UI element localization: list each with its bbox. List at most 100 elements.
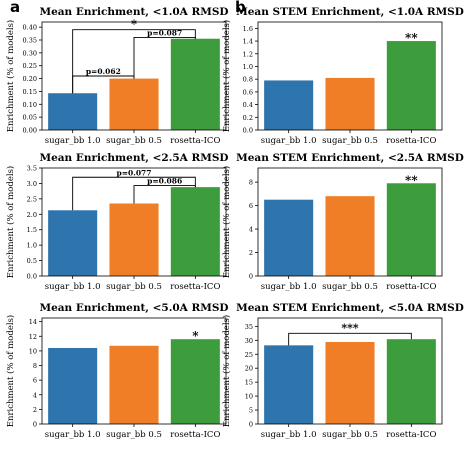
chart-2-ytick-label-4: 0.6: [243, 88, 253, 96]
chart-3-xtick-label-3: rosetta-ICO: [170, 282, 220, 292]
chart-5-ytick-label-8: 14: [29, 318, 37, 326]
chart-2-ytick-label-9: 1.6: [243, 25, 253, 33]
chart-1-xtick-label-1: sugar_bb 1.0: [45, 136, 101, 146]
chart-6-ytick-label-2: 5: [249, 407, 253, 415]
chart-4-ytick-label-2: 2: [249, 249, 253, 257]
chart-1-ytick-label-6: 0.25: [23, 62, 37, 70]
chart-3-xtick-label-1: sugar_bb 1.0: [45, 282, 101, 292]
chart-4-bar-2: [325, 196, 375, 276]
chart-1-ytick-label-4: 0.15: [23, 88, 37, 96]
chart-4-significance-label: **: [405, 173, 418, 187]
chart-4-ytick-label-3: 4: [249, 226, 253, 234]
chart-6-bracket-1: [288, 332, 412, 346]
chart-3-ytick-label-1: 0.0: [27, 273, 37, 281]
chart-6-bracket-label-1: ***: [341, 321, 359, 334]
chart-3-ytick-label-7: 3.0: [27, 180, 37, 188]
chart-6-ytick-label-7: 30: [245, 337, 253, 345]
chart-4-ytick-label-4: 6: [249, 202, 253, 210]
chart-2-ytick-label-7: 1.2: [243, 50, 253, 58]
chart-1-xtick-label-3: rosetta-ICO: [170, 136, 220, 146]
chart-6-ytick-label-5: 20: [245, 365, 253, 373]
chart-1-bracket-2: [133, 36, 196, 79]
chart-1-bracket-label-1: *: [131, 18, 137, 31]
chart-6-ylabel: Enrichment (% of models): [221, 315, 232, 427]
chart-4-xtick-label-3: rosetta-ICO: [386, 282, 436, 292]
chart-4-ylabel: Enrichment (% of models): [221, 166, 232, 278]
chart-1-bracket-3: [72, 75, 135, 94]
chart-6-bar-2: [325, 341, 375, 424]
chart-1-ytick-label-2: 0.05: [23, 114, 37, 122]
chart-5-xtick-label-1: sugar_bb 1.0: [45, 430, 101, 440]
chart-6-bar-1: [264, 345, 314, 424]
chart-1-ylabel: Enrichment (% of models): [5, 20, 16, 132]
chart-5-ytick-label-6: 10: [29, 347, 37, 355]
chart-1-title: Mean Enrichment, <1.0A RMSD: [39, 6, 228, 18]
chart-1-ytick-label-7: 0.30: [23, 49, 37, 57]
chart-2-significance-label: **: [405, 31, 418, 45]
chart-1-bar-2: [109, 78, 159, 130]
chart-4-bar-1: [264, 199, 314, 276]
chart-6-ytick-label-8: 35: [245, 323, 253, 331]
chart-6-bar-3: [386, 339, 436, 424]
chart-6-title: Mean STEM Enrichment, <5.0A RMSD: [236, 302, 464, 314]
chart-2-ytick-label-5: 0.8: [243, 76, 253, 84]
chart-2-xtick-label-3: rosetta-ICO: [386, 136, 436, 146]
chart-3-bracket-2: [133, 185, 196, 204]
chart-5-bar-3: [170, 339, 220, 424]
chart-6-xtick-label-2: sugar_bb 0.5: [322, 430, 378, 440]
chart-2-ytick-label-3: 0.4: [243, 101, 253, 109]
chart-1-ytick-label-9: 0.40: [23, 24, 37, 32]
chart-4-bar-3: [386, 183, 436, 276]
panel-letter-a: a: [10, 0, 21, 16]
chart-1-bracket-label-2: p=0.087: [147, 28, 182, 37]
chart-5-ytick-label-3: 4: [33, 391, 37, 399]
chart-5-ylabel: Enrichment (% of models): [5, 315, 16, 427]
chart-3-bar-3: [170, 187, 220, 276]
chart-1-bracket-label-3: p=0.062: [86, 67, 121, 76]
chart-1-xtick-label-2: sugar_bb 0.5: [106, 136, 162, 146]
chart-6-ytick-label-4: 15: [245, 379, 253, 387]
chart-6-xtick-label-1: sugar_bb 1.0: [261, 430, 317, 440]
chart-3-ylabel: Enrichment (% of models): [5, 166, 16, 278]
chart-3-ytick-label-5: 2.0: [27, 211, 37, 219]
chart-5-title: Mean Enrichment, <5.0A RMSD: [39, 302, 228, 314]
chart-5-xtick-label-2: sugar_bb 0.5: [106, 430, 162, 440]
chart-2-xtick-label-2: sugar_bb 0.5: [322, 136, 378, 146]
chart-5-ytick-label-2: 2: [33, 406, 37, 414]
chart-4-xtick-label-2: sugar_bb 0.5: [322, 282, 378, 292]
chart-3-bracket-label-2: p=0.086: [147, 177, 182, 186]
chart-3-bar-1: [48, 210, 98, 276]
chart-6-ytick-label-3: 10: [245, 393, 253, 401]
chart-3-title: Mean Enrichment, <2.5A RMSD: [39, 152, 228, 164]
chart-6-ytick-label-6: 25: [245, 351, 253, 359]
chart-5-ytick-label-5: 8: [33, 362, 37, 370]
chart-2-ytick-label-1: 0.0: [243, 127, 253, 135]
chart-3-bracket-1: [72, 176, 196, 211]
chart-1-ytick-label-3: 0.10: [23, 101, 37, 109]
chart-2-xtick-label-1: sugar_bb 1.0: [261, 136, 317, 146]
chart-2-ytick-label-2: 0.2: [243, 114, 253, 122]
chart-2-title: Mean STEM Enrichment, <1.0A RMSD: [236, 6, 464, 18]
chart-1-bracket-1: [72, 29, 196, 94]
chart-3-ytick-label-4: 1.5: [27, 226, 37, 234]
chart-3-xtick-label-2: sugar_bb 0.5: [106, 282, 162, 292]
chart-2-ylabel: Enrichment (% of models): [221, 20, 232, 132]
chart-2-bar-3: [386, 41, 436, 130]
chart-1-ytick-label-1: 0.00: [23, 127, 37, 135]
chart-4-ytick-label-1: 0: [249, 273, 253, 281]
chart-3-ytick-label-3: 1.0: [27, 242, 37, 250]
chart-5-bar-2: [109, 345, 159, 424]
chart-2-bar-2: [325, 77, 375, 130]
chart-5-ytick-label-4: 6: [33, 377, 37, 385]
chart-2-bar-1: [264, 80, 314, 130]
chart-1-bar-1: [48, 93, 98, 130]
chart-1-bar-3: [170, 38, 220, 130]
chart-4-title: Mean STEM Enrichment, <2.5A RMSD: [236, 152, 464, 164]
panel-letter-b: b: [235, 0, 246, 16]
chart-3-bar-2: [109, 203, 159, 276]
chart-6-ytick-label-1: 0: [249, 421, 253, 429]
chart-2-ytick-label-6: 1.0: [243, 63, 253, 71]
chart-1-ytick-label-5: 0.20: [23, 75, 37, 83]
chart-3-ytick-label-8: 3.5: [27, 165, 37, 173]
